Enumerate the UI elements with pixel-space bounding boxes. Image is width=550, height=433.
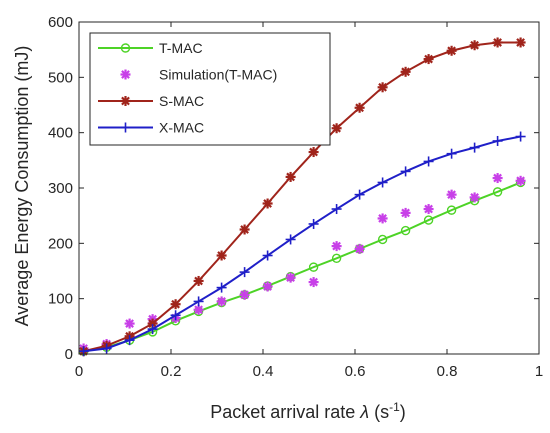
data-point-simulation-t-mac [216,296,227,307]
y-axis-label: Average Energy Consumption (mJ) [12,46,32,327]
x-tick-label: 0.2 [161,363,182,380]
data-point-x-mac [331,204,342,215]
x-tick-label: 0.6 [345,363,366,380]
data-point-s-mac [446,45,457,56]
data-point-simulation-t-mac [469,192,480,203]
data-point-simulation-t-mac [377,213,388,224]
x-axis-label-unit-sup: -1 [389,400,400,414]
data-point-simulation-t-mac [239,289,250,300]
legend-box [89,32,331,146]
data-point-x-mac [147,324,158,335]
legend-label-x-mac: X-MAC [159,120,204,136]
legend-label-t-mac: T-MAC [159,40,203,56]
data-point-x-mac [377,177,388,188]
legend: T-MAC Simulation(T-MAC) S-MAC X-MAC [89,32,331,146]
data-point-simulation-t-mac [354,243,365,254]
data-point-x-mac [423,156,434,167]
data-point-simulation-t-mac [515,175,526,186]
data-point-x-mac [492,135,503,146]
data-point-s-mac [170,299,181,310]
data-point-simulation-t-mac [423,204,434,215]
data-point-t-mac [423,215,434,225]
data-point-t-mac [492,187,503,197]
data-point-x-mac [469,142,480,153]
data-point-simulation-t-mac [124,318,135,329]
data-point-x-mac [285,234,296,245]
data-point-s-mac [354,102,365,113]
data-point-simulation-t-mac [331,241,342,252]
legend-entry-s-mac: S-MAC [98,93,204,109]
data-point-s-mac [193,275,204,286]
y-tick-label: 0 [65,346,73,363]
data-point-x-mac [515,131,526,142]
data-point-s-mac [216,250,227,261]
legend-marker-x-mac [120,122,131,133]
x-axis-label: Packet arrival rate λ (s-1) [210,400,406,422]
x-axis-label-lambda: λ [359,402,369,422]
data-point-x-mac [400,166,411,177]
data-point-simulation-t-mac [262,281,273,292]
legend-marker-simulation-t-mac [120,69,131,80]
data-point-x-mac [239,267,250,278]
legend-entry-t-mac: T-MAC [98,40,203,56]
x-axis-label-main: Packet arrival rate [210,402,360,422]
data-point-x-mac [262,250,273,261]
y-tick-label: 400 [48,125,73,142]
data-point-simulation-t-mac [285,272,296,283]
data-point-s-mac [400,66,411,77]
axes-layer: 0 0.2 0.4 0.6 0.8 1 0 100 200 300 400 500 600 [48,14,543,380]
y-tick-label: 500 [48,69,73,86]
series-line-x-mac [83,135,521,353]
y-tick-label: 600 [48,14,73,31]
data-point-x-mac [170,310,181,321]
data-point-x-mac [446,148,457,159]
data-point-s-mac [262,198,273,209]
x-axis-label-unit-close: ) [400,402,406,422]
data-point-x-mac [193,296,204,307]
series-layer [78,37,526,357]
data-point-s-mac [469,40,480,51]
data-point-x-mac [354,189,365,200]
data-point-s-mac [377,82,388,93]
data-point-simulation-t-mac [308,277,319,288]
x-axis-label-unit-open: (s [369,402,389,422]
x-tick-label: 0.8 [437,363,458,380]
data-point-t-mac [308,262,319,272]
legend-marker-t-mac [120,43,131,53]
data-point-s-mac [239,224,250,235]
data-point-simulation-t-mac [492,173,503,184]
y-tick-label: 300 [48,180,73,197]
x-tick-label: 0 [75,363,83,380]
legend-entry-x-mac: X-MAC [98,120,204,136]
x-tick-label: 0.4 [253,363,274,380]
data-point-x-mac [216,282,227,293]
y-tick-label: 200 [48,235,73,252]
data-point-t-mac [377,234,388,245]
data-point-x-mac [78,346,89,357]
data-point-s-mac [308,147,319,158]
data-point-t-mac [331,253,342,263]
x-tick-label: 1 [535,363,543,380]
legend-entry-simulation-t-mac: Simulation(T-MAC) [120,67,277,83]
data-point-s-mac [515,37,526,48]
y-tick-label: 100 [48,291,73,308]
data-point-s-mac [285,171,296,182]
data-point-x-mac [124,335,135,346]
data-point-simulation-t-mac [400,207,411,218]
legend-label-s-mac: S-MAC [159,93,204,109]
legend-marker-s-mac [120,96,131,106]
data-point-s-mac [331,123,342,134]
legend-label-simulation-t-mac: Simulation(T-MAC) [159,67,277,83]
data-point-s-mac [492,37,503,48]
data-point-t-mac [446,205,457,215]
series-x-mac [78,131,526,357]
data-point-x-mac [308,218,319,229]
data-point-s-mac [423,54,434,65]
data-point-x-mac [101,343,112,354]
data-point-simulation-t-mac [446,189,457,200]
data-point-t-mac [400,225,411,236]
